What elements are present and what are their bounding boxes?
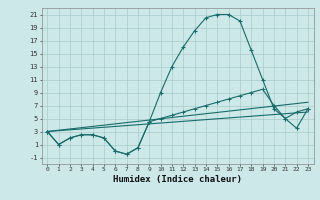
X-axis label: Humidex (Indice chaleur): Humidex (Indice chaleur) (113, 175, 242, 184)
